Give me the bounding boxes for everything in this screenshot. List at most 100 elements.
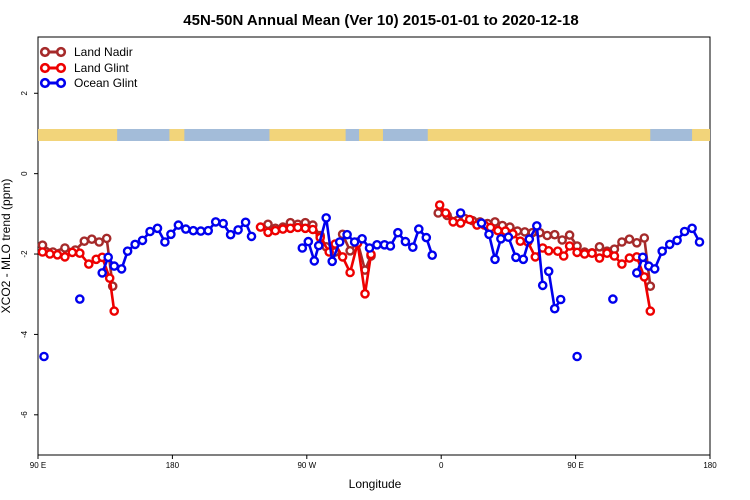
data-point-land-nadir	[79, 236, 90, 246]
data-point-land-glint	[292, 222, 303, 233]
data-point-ocean-glint	[413, 224, 424, 234]
data-point-land-glint	[572, 247, 582, 258]
data-point-ocean-glint	[342, 229, 352, 240]
data-point-ocean-glint	[39, 351, 49, 362]
map-strip-land	[269, 129, 346, 141]
data-point-land-nadir	[87, 234, 97, 244]
data-point-ocean-glint	[218, 218, 228, 229]
data-point-ocean-glint	[364, 243, 375, 253]
x-axis-label: Longitude	[349, 477, 402, 491]
map-strip-land	[427, 129, 651, 141]
legend-label-ocean-glint: Ocean Glint	[74, 76, 138, 90]
data-point-ocean-glint	[400, 236, 411, 247]
data-point-land-glint	[558, 251, 569, 261]
data-point-ocean-glint	[484, 229, 494, 240]
data-point-ocean-glint	[490, 254, 500, 265]
data-point-ocean-glint	[349, 237, 360, 247]
data-point-land-glint	[45, 249, 55, 259]
data-point-ocean-glint	[427, 250, 438, 260]
series-line-ocean-glint	[480, 222, 544, 286]
data-point-ocean-glint	[233, 225, 243, 235]
data-point-land-glint	[300, 223, 311, 234]
data-point-ocean-glint	[532, 221, 542, 231]
data-point-ocean-glint	[116, 264, 127, 274]
data-point-ocean-glint	[240, 217, 251, 228]
data-point-ocean-glint	[166, 229, 176, 240]
data-point-land-nadir	[632, 237, 642, 248]
legend-item-ocean-glint: Ocean Glint	[39, 76, 138, 90]
data-point-land-glint	[624, 253, 635, 263]
data-point-land-nadir	[639, 233, 650, 243]
data-point-land-glint	[109, 306, 119, 316]
y-axis-label: XCO2 - MLO trend (ppm)	[0, 179, 13, 314]
data-point-land-glint	[104, 273, 115, 284]
data-point-ocean-glint	[657, 246, 668, 256]
data-point-land-glint	[75, 248, 85, 258]
series-ocean-glint	[39, 208, 705, 362]
data-point-ocean-glint	[357, 233, 367, 244]
data-point-ocean-glint	[97, 268, 107, 278]
data-point-land-nadir	[433, 208, 444, 218]
data-point-land-glint	[515, 236, 526, 246]
x-axis: 90 E 180 90 W 0 90 E 180	[30, 455, 717, 470]
data-point-land-glint	[594, 253, 605, 263]
data-point-ocean-glint	[103, 252, 113, 263]
series-layer	[37, 200, 705, 362]
data-point-land-glint	[270, 225, 281, 236]
data-point-ocean-glint	[313, 240, 324, 251]
data-point-land-nadir	[549, 229, 560, 240]
legend-item-land-glint: Land Glint	[39, 61, 129, 75]
x-tick-label: 180	[166, 461, 180, 470]
data-point-ocean-glint	[309, 256, 320, 266]
data-point-ocean-glint	[694, 237, 705, 247]
legend-marker-ocean-glint	[39, 77, 51, 89]
map-strip-land	[359, 129, 383, 141]
data-point-land-glint	[552, 246, 563, 256]
data-point-land-glint	[617, 259, 627, 269]
data-point-ocean-glint	[496, 233, 506, 244]
data-point-ocean-glint	[130, 239, 140, 250]
data-point-ocean-glint	[407, 242, 418, 252]
data-point-land-nadir	[557, 235, 568, 245]
series-line-ocean-glint	[100, 220, 253, 274]
data-point-land-glint	[543, 245, 554, 256]
data-point-ocean-glint	[555, 294, 566, 305]
data-point-land-glint	[84, 259, 94, 269]
data-point-land-nadir	[520, 227, 530, 237]
legend-marker-land-glint	[55, 62, 67, 74]
map-strip-land	[38, 129, 118, 141]
y-tick-label: 0	[20, 171, 29, 176]
y-tick-label: -6	[20, 411, 29, 419]
data-point-land-glint	[52, 249, 63, 260]
legend-marker-ocean-glint	[55, 77, 67, 89]
y-axis: 2 0 -2 -4 -6	[20, 90, 38, 418]
data-point-ocean-glint	[203, 225, 213, 236]
data-point-land-nadir	[645, 281, 656, 292]
data-point-ocean-glint	[334, 237, 345, 247]
data-point-ocean-glint	[518, 254, 529, 265]
data-point-ocean-glint	[393, 227, 403, 238]
data-point-land-glint	[464, 214, 475, 225]
data-point-land-glint	[455, 218, 466, 228]
data-point-land-glint	[440, 208, 451, 218]
data-point-ocean-glint	[372, 239, 382, 250]
data-point-ocean-glint	[608, 294, 618, 304]
x-tick-label: 0	[439, 461, 444, 470]
data-point-ocean-glint	[188, 225, 199, 236]
data-point-land-glint	[345, 267, 355, 278]
data-point-land-glint	[609, 251, 620, 261]
data-point-ocean-glint	[638, 252, 648, 263]
legend: Land Nadir Land Glint Ocean Glint	[39, 45, 138, 90]
data-point-land-glint	[67, 247, 78, 258]
x-tick-label: 90 W	[297, 461, 316, 470]
data-point-land-glint	[448, 217, 458, 227]
data-point-land-nadir	[564, 230, 575, 240]
x-tick-label: 180	[703, 461, 717, 470]
data-point-ocean-glint	[173, 220, 184, 230]
data-point-land-nadir	[624, 234, 635, 244]
data-point-land-nadir	[617, 237, 627, 247]
data-point-ocean-glint	[225, 229, 236, 240]
data-point-ocean-glint	[524, 234, 535, 244]
data-point-land-nadir	[263, 219, 273, 230]
